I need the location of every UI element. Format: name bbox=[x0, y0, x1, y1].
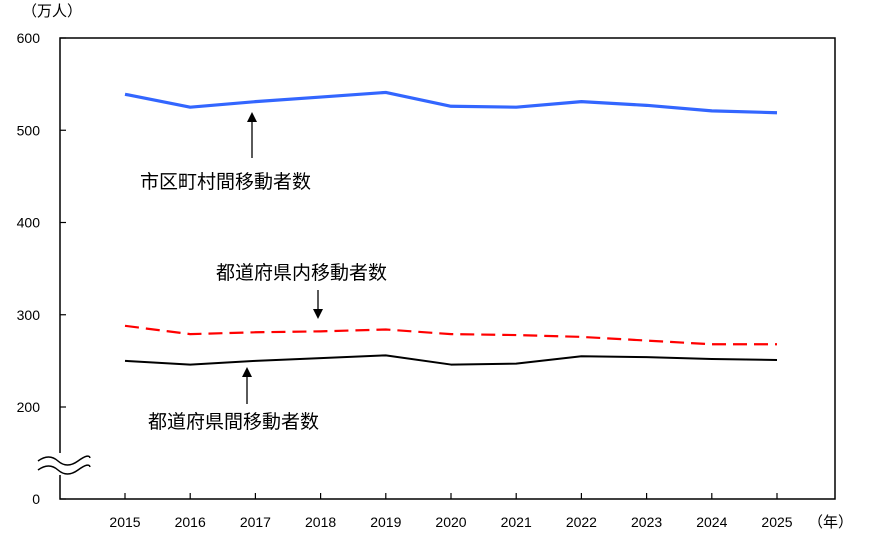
x-tick-label: 2022 bbox=[566, 514, 597, 530]
arrow-head-down-icon bbox=[313, 309, 323, 319]
y-tick-label: 600 bbox=[17, 30, 41, 46]
x-tick-label: 2017 bbox=[240, 514, 271, 530]
x-tick-label: 2023 bbox=[631, 514, 662, 530]
y-unit-label: （万人） bbox=[22, 2, 82, 20]
series-label-inter-prefecture: 都道府県間移動者数 bbox=[148, 411, 319, 433]
x-tick-label: 2021 bbox=[501, 514, 532, 530]
y-tick-label: 500 bbox=[17, 122, 41, 138]
series-layer bbox=[124, 90, 778, 366]
x-tick-label: 2020 bbox=[435, 514, 466, 530]
y-tick-label: 300 bbox=[17, 307, 41, 323]
y-tick-label: 0 bbox=[32, 491, 40, 507]
series-line-3 bbox=[124, 354, 778, 366]
plot-frame bbox=[59, 37, 836, 500]
series-label-municipal: 市区町村間移動者数 bbox=[140, 171, 311, 193]
axis-break-icon bbox=[37, 453, 91, 475]
series-label-intra-prefecture: 都道府県内移動者数 bbox=[216, 262, 387, 284]
x-tick-label: 2019 bbox=[370, 514, 401, 530]
arrow-head-up-icon bbox=[247, 112, 257, 122]
y-tick-label: 200 bbox=[17, 399, 41, 415]
annotation-intra-prefecture: 都道府県内移動者数 bbox=[216, 262, 387, 319]
x-axis-ticks: 2015 2016 2017 2018 2019 2020 2021 2022 2023 2024… bbox=[109, 493, 793, 530]
series-line-2 bbox=[124, 324, 777, 346]
y-tick-label: 400 bbox=[17, 215, 41, 231]
x-tick-label: 2024 bbox=[696, 514, 727, 530]
y-axis-ticks: 0 200 300 400 500 600 bbox=[17, 30, 66, 507]
x-tick-label: 2015 bbox=[109, 514, 140, 530]
x-tick-label: 2018 bbox=[305, 514, 336, 530]
x-tick-label: 2016 bbox=[175, 514, 206, 530]
series-line-1 bbox=[124, 90, 778, 115]
annotation-municipal: 市区町村間移動者数 bbox=[140, 112, 311, 193]
x-tick-label: 2025 bbox=[761, 514, 792, 530]
x-unit-label: （年） bbox=[808, 513, 853, 531]
arrow-head-up-icon bbox=[242, 367, 252, 377]
annotation-inter-prefecture: 都道府県間移動者数 bbox=[148, 367, 319, 433]
